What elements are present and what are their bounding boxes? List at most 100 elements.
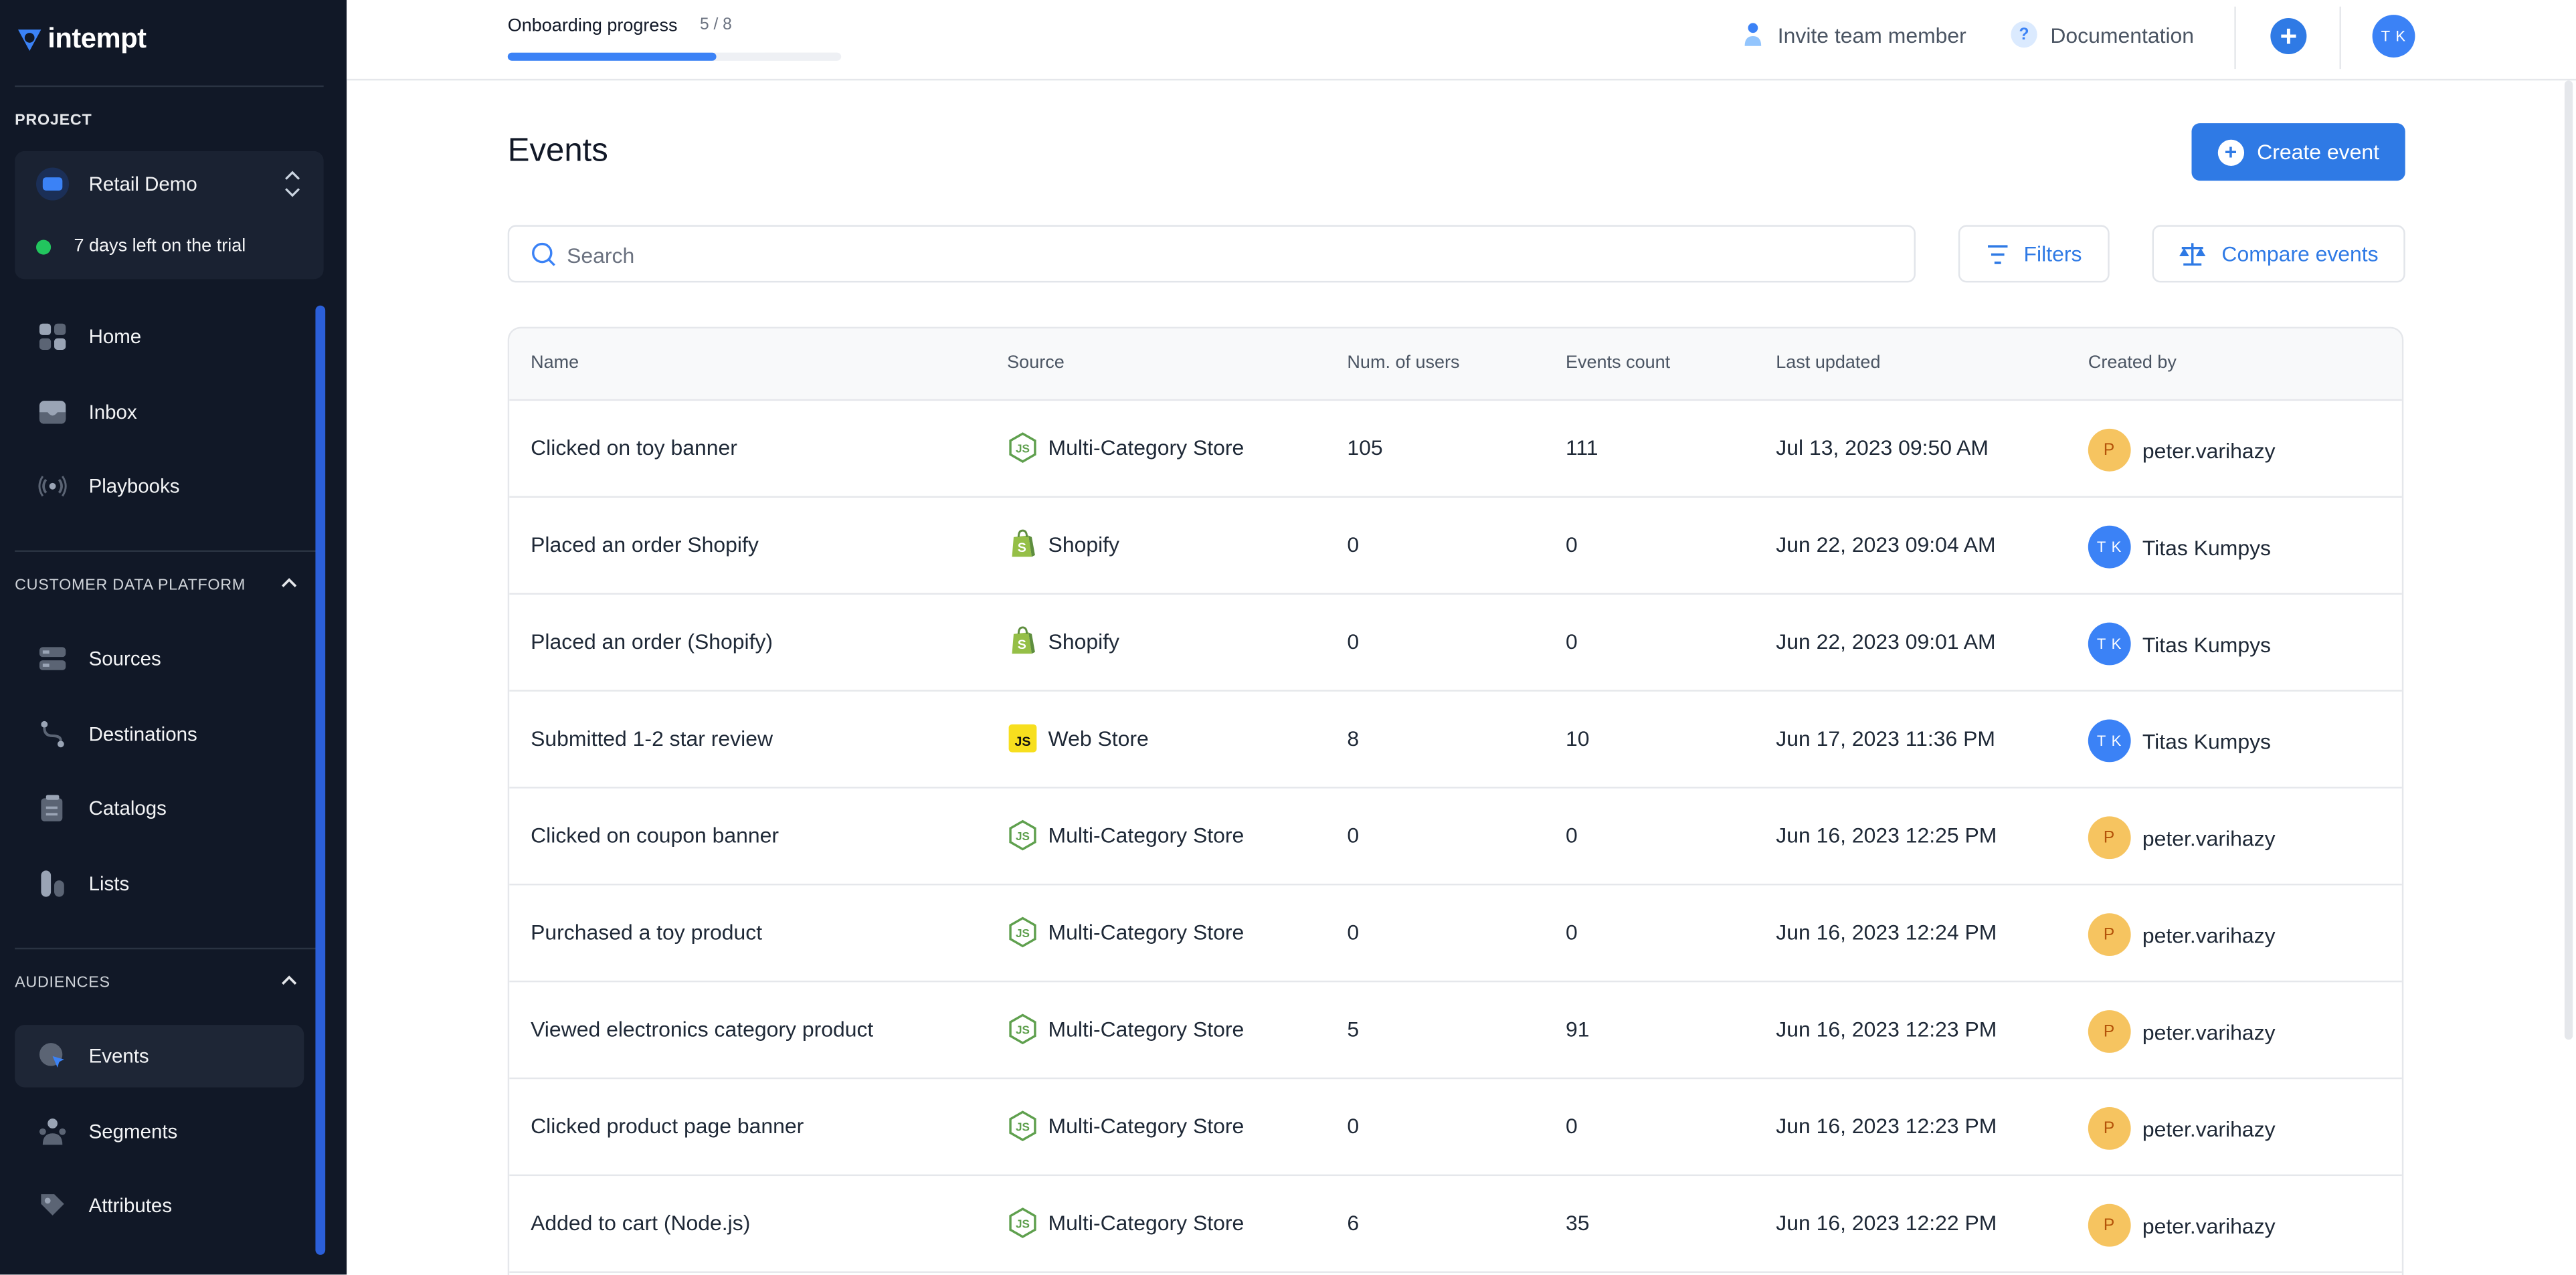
column-header-created-by[interactable]: Created by xyxy=(2088,353,2177,373)
source-label: Shopify xyxy=(1048,629,1120,654)
chevron-up-icon[interactable] xyxy=(281,575,298,591)
creator-avatar: T K xyxy=(2088,622,2131,666)
sidebar-item-home[interactable]: Home xyxy=(15,306,304,368)
sidebar-item-inbox[interactable]: Inbox xyxy=(15,381,304,444)
event-name[interactable]: Added to cart (Node.js) xyxy=(531,1210,751,1236)
intempt-logo[interactable]: intempt xyxy=(15,23,147,56)
documentation-link[interactable]: ? Documentation xyxy=(2011,21,2194,48)
topbar: Onboarding progress 5 / 8 Invite team me… xyxy=(347,0,2576,81)
events-count: 0 xyxy=(1565,920,1578,945)
nodejs-icon: JS xyxy=(1007,432,1038,464)
events-count: 91 xyxy=(1565,1016,1590,1042)
last-updated: Jun 17, 2023 11:36 PM xyxy=(1776,726,1996,751)
column-header-name[interactable]: Name xyxy=(531,353,579,373)
column-header-users[interactable]: Num. of users xyxy=(1347,353,1460,373)
column-header-last-updated[interactable]: Last updated xyxy=(1776,353,1881,373)
sidebar-item-destinations[interactable]: Destinations xyxy=(15,703,304,765)
sidebar-item-lists[interactable]: Lists xyxy=(15,852,304,914)
sidebar: intempt PROJECT Retail Demo 7 days left … xyxy=(0,0,347,1275)
created-by: T K Titas Kumpys xyxy=(2088,622,2271,666)
event-name[interactable]: Viewed electronics category product xyxy=(531,1016,874,1042)
event-name[interactable]: Placed an order (Shopify) xyxy=(531,629,773,654)
table-row[interactable]: Placed an order Shopify S Shopify 0 0 Jun 22,… xyxy=(509,498,2402,595)
chevron-up-down-icon[interactable] xyxy=(284,167,301,200)
table-row[interactable]: Submitted 1-2 star review JS Web Store 8 10 J… xyxy=(509,692,2402,789)
creator-name: Titas Kumpys xyxy=(2142,728,2272,753)
num-users: 0 xyxy=(1347,629,1360,654)
divider xyxy=(15,947,324,950)
last-updated: Jun 16, 2023 12:23 PM xyxy=(1776,1016,1997,1042)
nodejs-icon: JS xyxy=(1007,1110,1038,1142)
table-row[interactable]: Added to cart (Node.js) JS Multi-Category … xyxy=(509,1176,2402,1273)
table-row[interactable]: Clicked product page banner JS Multi-Categ… xyxy=(509,1079,2402,1177)
event-name[interactable]: Purchased a toy product xyxy=(531,920,763,945)
onboarding-label[interactable]: Onboarding progress xyxy=(507,16,678,37)
sidebar-item-label: Attributes xyxy=(88,1194,173,1217)
logo-text: intempt xyxy=(48,23,147,55)
svg-text:JS: JS xyxy=(1016,1217,1030,1230)
table-row[interactable]: Clicked on coupon banner JS Multi-Category… xyxy=(509,789,2402,886)
events-count: 0 xyxy=(1565,629,1578,654)
creator-avatar: P xyxy=(2088,1203,2131,1247)
trial-status-dot xyxy=(36,239,52,255)
created-by: T K Titas Kumpys xyxy=(2088,525,2271,569)
invite-team-member-link[interactable]: Invite team member xyxy=(1742,21,1966,47)
onboarding-progress-bar[interactable] xyxy=(507,52,842,61)
events-count: 0 xyxy=(1565,823,1578,848)
event-name[interactable]: Clicked on coupon banner xyxy=(531,823,779,848)
user-avatar[interactable]: T K xyxy=(2372,15,2415,58)
chevron-up-icon[interactable] xyxy=(281,973,298,989)
sidebar-scrollbar[interactable] xyxy=(315,305,326,1255)
event-name[interactable]: Submitted 1-2 star review xyxy=(531,726,773,751)
sidebar-item-catalogs[interactable]: Catalogs xyxy=(15,777,304,839)
last-updated: Jun 16, 2023 12:23 PM xyxy=(1776,1113,1997,1139)
creator-avatar: P xyxy=(2088,428,2131,472)
source-label: Multi-Category Store xyxy=(1048,1113,1245,1139)
sidebar-item-attributes[interactable]: Attributes xyxy=(15,1175,304,1237)
event-name[interactable]: Clicked product page banner xyxy=(531,1113,804,1139)
creator-name: peter.varihazy xyxy=(2142,1116,2276,1141)
create-event-button[interactable]: + Create event xyxy=(2191,123,2405,181)
column-header-events-count[interactable]: Events count xyxy=(1565,353,1671,373)
sidebar-item-playbooks[interactable]: Playbooks xyxy=(15,455,304,517)
sidebar-item-label: Sources xyxy=(88,647,161,670)
search-box[interactable] xyxy=(507,225,1916,283)
svg-text:JS: JS xyxy=(1016,926,1030,940)
table-row[interactable]: Purchased a toy product JS Multi-Category … xyxy=(509,885,2402,983)
sidebar-item-segments[interactable]: Segments xyxy=(15,1100,304,1163)
last-updated: Jun 22, 2023 09:04 AM xyxy=(1776,532,1996,557)
search-input[interactable] xyxy=(567,236,1881,273)
event-name[interactable]: Placed an order Shopify xyxy=(531,532,759,557)
table-row[interactable]: Placed an order (Shopify) S Shopify 0 0 Jun 2… xyxy=(509,595,2402,692)
event-source: JS Multi-Category Store xyxy=(1007,1110,1244,1142)
attributes-icon xyxy=(37,1191,67,1220)
table-row[interactable]: Viewed electronics category product JS Mul… xyxy=(509,982,2402,1080)
svg-text:JS: JS xyxy=(1016,829,1030,843)
events-count: 0 xyxy=(1565,532,1578,557)
source-label: Shopify xyxy=(1048,532,1120,557)
column-header-source[interactable]: Source xyxy=(1007,353,1065,373)
table-row[interactable]: Clicked on toy banner JS Multi-Category St… xyxy=(509,401,2402,498)
sidebar-item-sources[interactable]: Sources xyxy=(15,627,304,690)
event-name[interactable]: Clicked on toy banner xyxy=(531,435,737,460)
num-users: 0 xyxy=(1347,823,1360,848)
add-button[interactable]: + xyxy=(2270,18,2307,55)
project-card[interactable]: Retail Demo 7 days left on the trial xyxy=(15,151,324,280)
events-count: 111 xyxy=(1565,435,1598,460)
event-source: JS Multi-Category Store xyxy=(1007,432,1244,464)
divider xyxy=(2234,6,2236,70)
help-icon: ? xyxy=(2011,21,2037,48)
lists-icon xyxy=(37,869,67,898)
sidebar-item-label: Catalogs xyxy=(88,796,167,820)
svg-text:S: S xyxy=(1018,638,1026,652)
filters-button[interactable]: Filters xyxy=(1958,225,2110,283)
user-plus-icon xyxy=(1744,23,1762,46)
divider xyxy=(2339,6,2341,70)
sidebar-item-events[interactable]: Events xyxy=(15,1025,304,1088)
num-users: 5 xyxy=(1347,1016,1360,1042)
compare-events-button[interactable]: Compare events xyxy=(2152,225,2405,283)
main-scrollbar[interactable] xyxy=(2564,80,2573,1040)
